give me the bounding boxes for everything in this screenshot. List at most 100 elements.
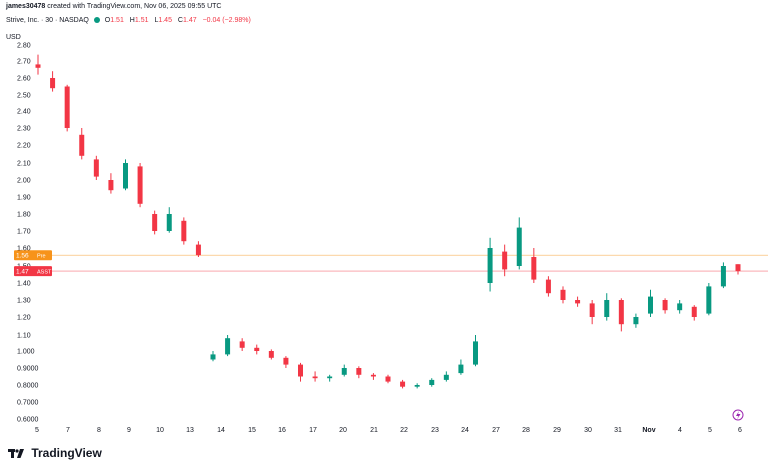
y-tick-label: 2.50 bbox=[17, 93, 31, 100]
candle bbox=[108, 173, 114, 194]
low-label: L bbox=[154, 17, 159, 24]
x-tick-label: 15 bbox=[248, 427, 256, 434]
y-tick-label: 0.8000 bbox=[17, 383, 39, 390]
candle bbox=[589, 300, 595, 325]
candle bbox=[400, 379, 406, 389]
candle bbox=[735, 264, 741, 275]
bolt-icon[interactable] bbox=[732, 409, 744, 421]
close-label: C bbox=[177, 17, 183, 24]
candle bbox=[706, 283, 712, 316]
x-tick-label: 6 bbox=[738, 427, 742, 434]
x-tick-label: 17 bbox=[309, 427, 317, 434]
price-tag-value: 1.56 bbox=[16, 253, 29, 260]
y-tick-label: 1.30 bbox=[17, 298, 31, 305]
candle bbox=[341, 364, 347, 377]
candle bbox=[575, 296, 581, 307]
y-tick-label: 1.80 bbox=[17, 212, 31, 219]
candle bbox=[502, 244, 508, 277]
y-tick-label: 2.80 bbox=[17, 43, 31, 50]
brand-name: TradingView bbox=[31, 445, 102, 460]
candle bbox=[516, 217, 522, 270]
candle bbox=[560, 286, 566, 304]
change-value: −0.04 (−2.98%) bbox=[202, 17, 251, 24]
candle bbox=[283, 356, 289, 368]
price-tag: 1.47 ASST bbox=[14, 266, 52, 277]
x-tick-label: 5 bbox=[708, 427, 712, 434]
candle bbox=[254, 344, 260, 355]
candle bbox=[473, 335, 478, 367]
tradingview-logo-icon bbox=[8, 448, 24, 458]
candle bbox=[691, 305, 697, 321]
x-tick-label: 30 bbox=[584, 427, 592, 434]
candle bbox=[487, 237, 493, 292]
candle bbox=[531, 248, 537, 283]
price-lines: 1.56 Pre 1.47 ASST bbox=[14, 250, 768, 277]
x-tick-label: 31 bbox=[614, 427, 622, 434]
candle bbox=[458, 359, 464, 375]
low-value: 1.45 bbox=[158, 17, 172, 24]
candle bbox=[268, 349, 274, 360]
high-label: H bbox=[129, 17, 135, 24]
chart-legend: Strive, Inc. · 30 · NASDAQ O1.51 H1.51 L… bbox=[6, 17, 251, 24]
symbol-title: Strive, Inc. · 30 · NASDAQ bbox=[6, 17, 89, 24]
price-tag: 1.56 Pre bbox=[14, 250, 52, 261]
candle bbox=[356, 366, 362, 379]
candle bbox=[93, 155, 99, 180]
candle bbox=[166, 207, 172, 233]
candle bbox=[414, 383, 420, 389]
y-tick-label: 2.20 bbox=[17, 143, 31, 150]
y-tick-label: 1.10 bbox=[17, 333, 31, 340]
candle bbox=[79, 128, 85, 160]
candle bbox=[545, 276, 551, 297]
x-tick-label: 28 bbox=[522, 427, 530, 434]
x-tick-label: 27 bbox=[492, 427, 500, 434]
y-tick-label: 1.70 bbox=[17, 229, 31, 236]
x-tick-label: 24 bbox=[461, 427, 469, 434]
candle bbox=[677, 300, 683, 314]
x-tick-label: 29 bbox=[553, 427, 561, 434]
x-axis: 5 7 8 9 10 13 14 15 16 17 20 21 22 23 24 27 28 29 30 31 Nov 4… bbox=[35, 427, 742, 434]
candlestick-series bbox=[35, 54, 741, 389]
candle bbox=[298, 362, 303, 382]
x-tick-label: 22 bbox=[400, 427, 408, 434]
market-status-icon bbox=[93, 17, 100, 24]
candle bbox=[618, 298, 624, 332]
close-value: 1.47 bbox=[182, 17, 197, 24]
candle bbox=[225, 335, 231, 357]
candle bbox=[195, 241, 201, 257]
candle bbox=[35, 54, 41, 75]
candle bbox=[210, 351, 216, 362]
x-tick-label: 4 bbox=[678, 427, 682, 434]
y-tick-label: 1.20 bbox=[17, 315, 31, 322]
author-name: james30478 bbox=[6, 3, 46, 10]
y-tick-label: 2.40 bbox=[17, 109, 31, 116]
y-tick-label: 0.6000 bbox=[17, 417, 39, 424]
x-tick-label: 23 bbox=[431, 427, 439, 434]
candle bbox=[50, 71, 56, 92]
price-tag-label: ASST bbox=[37, 270, 52, 276]
x-tick-label: 14 bbox=[217, 427, 225, 434]
candle bbox=[181, 217, 187, 245]
y-tick-label: 2.60 bbox=[17, 76, 31, 83]
chart-header: james30478 created with TradingView.com,… bbox=[6, 3, 221, 10]
y-tick-label: 2.00 bbox=[17, 178, 31, 185]
y-tick-label: 2.10 bbox=[17, 161, 31, 168]
candle bbox=[327, 374, 333, 382]
x-tick-label: Nov bbox=[642, 427, 655, 434]
y-tick-label: 1.60 bbox=[17, 246, 31, 253]
candle bbox=[604, 293, 610, 321]
y-tick-label: 1.90 bbox=[17, 195, 31, 202]
y-tick-label: 2.70 bbox=[17, 59, 31, 66]
price-tag-value: 1.47 bbox=[16, 269, 29, 276]
candle bbox=[312, 371, 318, 382]
y-tick-label: 2.30 bbox=[17, 126, 31, 133]
y-tick-label: 0.9000 bbox=[17, 366, 39, 373]
candle bbox=[429, 378, 435, 387]
candle bbox=[443, 371, 449, 382]
open-label: O bbox=[104, 17, 111, 24]
candle bbox=[152, 210, 158, 235]
candle bbox=[648, 289, 653, 317]
candle bbox=[64, 84, 70, 132]
x-tick-label: 9 bbox=[127, 427, 131, 434]
